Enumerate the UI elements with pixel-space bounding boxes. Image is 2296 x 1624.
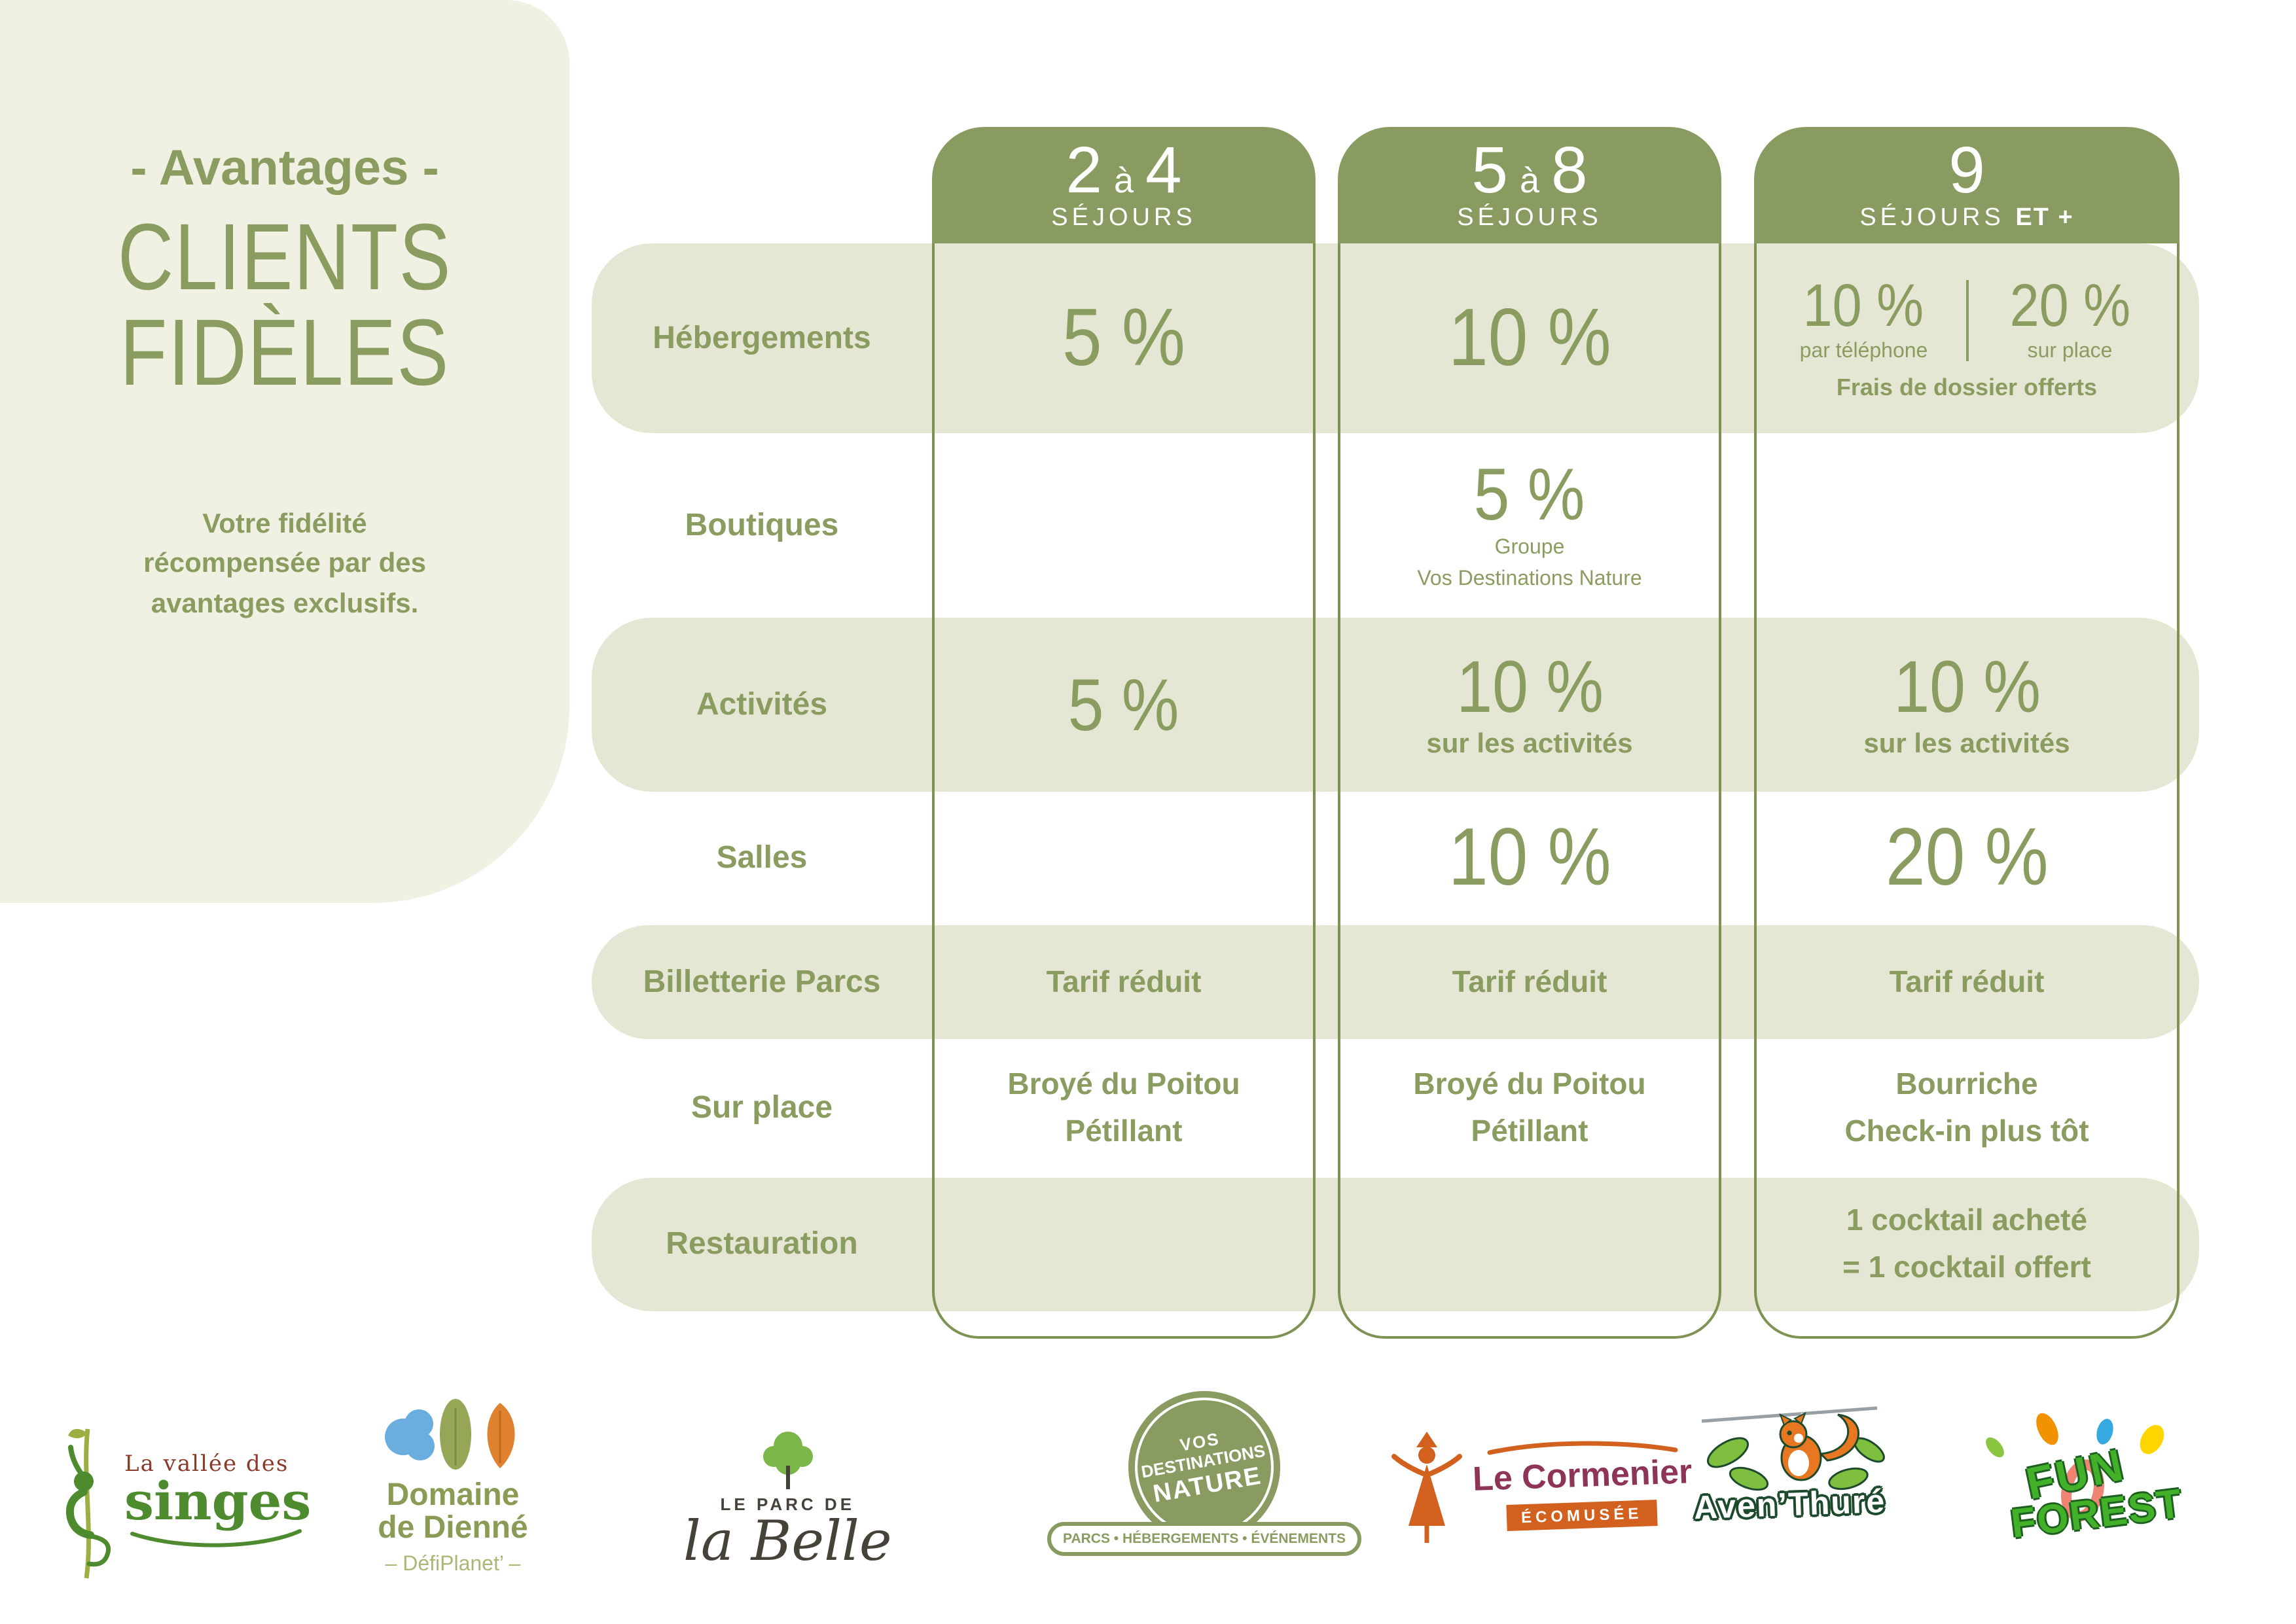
column-header-9plus: 9 SÉJOURS ET + [1754, 127, 2179, 243]
logo-vos-destinations-nature: VOS DESTINATIONS NATURE PARCS • HÉBERGEM… [1047, 1391, 1362, 1556]
row-band-activites [592, 618, 2199, 792]
row-label-activites: Activités [696, 686, 828, 722]
page-title: CLIENTS FIDÈLES [51, 205, 518, 406]
column-2-4-sejours: 2 à 4 SÉJOURS [932, 127, 1316, 1339]
cell-surplace-2-4: Broyé du Poitou Pétillant [1007, 1067, 1240, 1148]
logo-text: singes [124, 1470, 312, 1532]
logo-fun-forest: FUN FOREST [1979, 1411, 2189, 1547]
logo-la-vallee-des-singes: La vallée des singes [56, 1421, 311, 1583]
cell-hebergements-9plus: 10 % par téléphone 20 % sur place Frais … [1754, 243, 2179, 433]
leaves-icon [1986, 1413, 2164, 1458]
cell-boutiques-5-8: 5 % Groupe Vos Destinations Nature [1417, 452, 1642, 590]
logo-aven-thure: Aven’Thuré [1691, 1398, 1888, 1527]
logo-text: Le Cormenier [1472, 1451, 1693, 1498]
header-connector: à [1519, 161, 1540, 200]
cell-surplace-5-8: Broyé du Poitou Pétillant [1413, 1067, 1646, 1148]
header-number: 9 [1948, 133, 1985, 207]
split-values: 10 % par téléphone 20 % sur place [1754, 275, 2179, 366]
column-body [932, 243, 1316, 1339]
logo-domaine-de-dienne: Domaine de Dienné – DéfiPlanet’ – [374, 1398, 531, 1578]
sidebar-panel: - Avantages - CLIENTS FIDÈLES Votre fidé… [0, 0, 569, 903]
logo-text: LE PARC DE [720, 1494, 855, 1514]
row-band-billetterie [592, 925, 2199, 1039]
cell-hebergements-2-4: 5 % [1062, 292, 1186, 383]
column-header-2-4: 2 à 4 SÉJOURS [932, 127, 1316, 243]
column-header-number: 9 [1948, 137, 1985, 203]
logo-le-parc-de-la-belle: LE PARC DE la Belle [683, 1426, 892, 1569]
three-trees-icon [385, 1399, 515, 1470]
cell-hebergements-5-8: 10 % [1448, 292, 1611, 383]
cell-activites-9plus: 10 % sur les activités [1863, 644, 2070, 758]
monkey-on-stalk-icon [66, 1428, 111, 1579]
row-label-hebergements: Hébergements [653, 320, 871, 355]
page-title-line1: CLIENTS [117, 205, 452, 310]
logo-text: DESTINATIONS [1139, 1440, 1267, 1482]
logo-text: la Belle [683, 1509, 892, 1573]
column-header-label: SÉJOURS [1051, 204, 1196, 232]
column-header-number: 2 à 4 [1066, 137, 1181, 203]
logo-text: – DéfiPlanet’ – [385, 1553, 521, 1576]
column-body [1338, 243, 1721, 1339]
subtitle-text: Votre fidélité récompensée par des avant… [143, 508, 426, 619]
vdn-circle-badge: VOS DESTINATIONS NATURE [1128, 1391, 1281, 1543]
tree-icon [762, 1432, 813, 1489]
cell-salles-9plus: 20 % [1885, 813, 2049, 903]
vertical-divider [1965, 280, 1968, 361]
row-label-restauration: Restauration [666, 1226, 858, 1262]
column-5-8-sejours: 5 à 8 SÉJOURS [1338, 127, 1721, 1339]
cell-billetterie-5-8: Tarif réduit [1452, 964, 1607, 998]
column-header-label: SÉJOURS ET + [1859, 204, 2074, 232]
squirrel-zipline-icon [1701, 1406, 1885, 1491]
logo-le-cormenier: Le Cormenier ÉCOMUSÉE [1391, 1424, 1693, 1544]
row-label-sur-place: Sur place [691, 1090, 833, 1125]
column-header-number: 5 à 8 [1471, 137, 1587, 203]
logo-text: Domaine [386, 1477, 520, 1513]
logo-text: NATURE [1151, 1462, 1265, 1509]
column-9-sejours-et-plus: 9 SÉJOURS ET + [1754, 127, 2179, 1339]
header-connector: à [1113, 161, 1134, 200]
column-header-label: SÉJOURS [1457, 204, 1602, 232]
logo-text: ÉCOMUSÉE [1507, 1500, 1658, 1531]
header-number: 5 [1471, 133, 1508, 207]
logo-text: Aven’Thuré [1693, 1483, 1886, 1527]
cell-activites-2-4: 5 % [1068, 663, 1179, 745]
logo-text: de Dienné [378, 1510, 528, 1546]
header-number: 4 [1145, 133, 1182, 207]
fees-waived-note: Frais de dossier offerts [1836, 374, 2098, 400]
underline-swoosh-icon [130, 1528, 302, 1547]
row-label-boutiques: Boutiques [685, 507, 839, 542]
header-suffix: ET + [2015, 204, 2074, 232]
cell-restauration-9plus: 1 cocktail acheté = 1 cocktail offert [1842, 1203, 2091, 1284]
row-band-hebergements [592, 243, 2199, 433]
cell-activites-5-8: 10 % sur les activités [1426, 644, 1633, 758]
column-header-5-8: 5 à 8 SÉJOURS [1338, 127, 1721, 243]
column-body [1754, 243, 2179, 1339]
row-band-restauration [592, 1178, 2199, 1311]
swoosh-icon [1487, 1441, 1678, 1455]
logo-text: VOS [1178, 1428, 1221, 1455]
cell-billetterie-2-4: Tarif réduit [1046, 964, 1202, 998]
row-label-billetterie-parcs: Billetterie Parcs [643, 964, 881, 999]
cell-billetterie-9plus: Tarif réduit [1889, 964, 2045, 998]
row-label-salles: Salles [716, 840, 808, 875]
phone-discount: 10 % par téléphone [1799, 271, 1928, 363]
scarecrow-icon [1391, 1432, 1462, 1543]
cell-surplace-9plus: Bourriche Check-in plus tôt [1844, 1067, 2089, 1148]
header-number: 8 [1551, 133, 1588, 207]
vdn-banner: PARCS • HÉBERGEMENTS • ÉVÉNEMENTS [1047, 1522, 1362, 1556]
logo-text: La vallée des [124, 1451, 289, 1477]
kicker-title: - Avantages - [130, 141, 439, 196]
onsite-discount: 20 % sur place [2009, 271, 2130, 363]
page-title-line2: FIDÈLES [120, 301, 450, 406]
cell-salles-5-8: 10 % [1448, 813, 1611, 903]
header-number: 2 [1066, 133, 1102, 207]
carabiner-icon [2061, 1459, 2104, 1522]
